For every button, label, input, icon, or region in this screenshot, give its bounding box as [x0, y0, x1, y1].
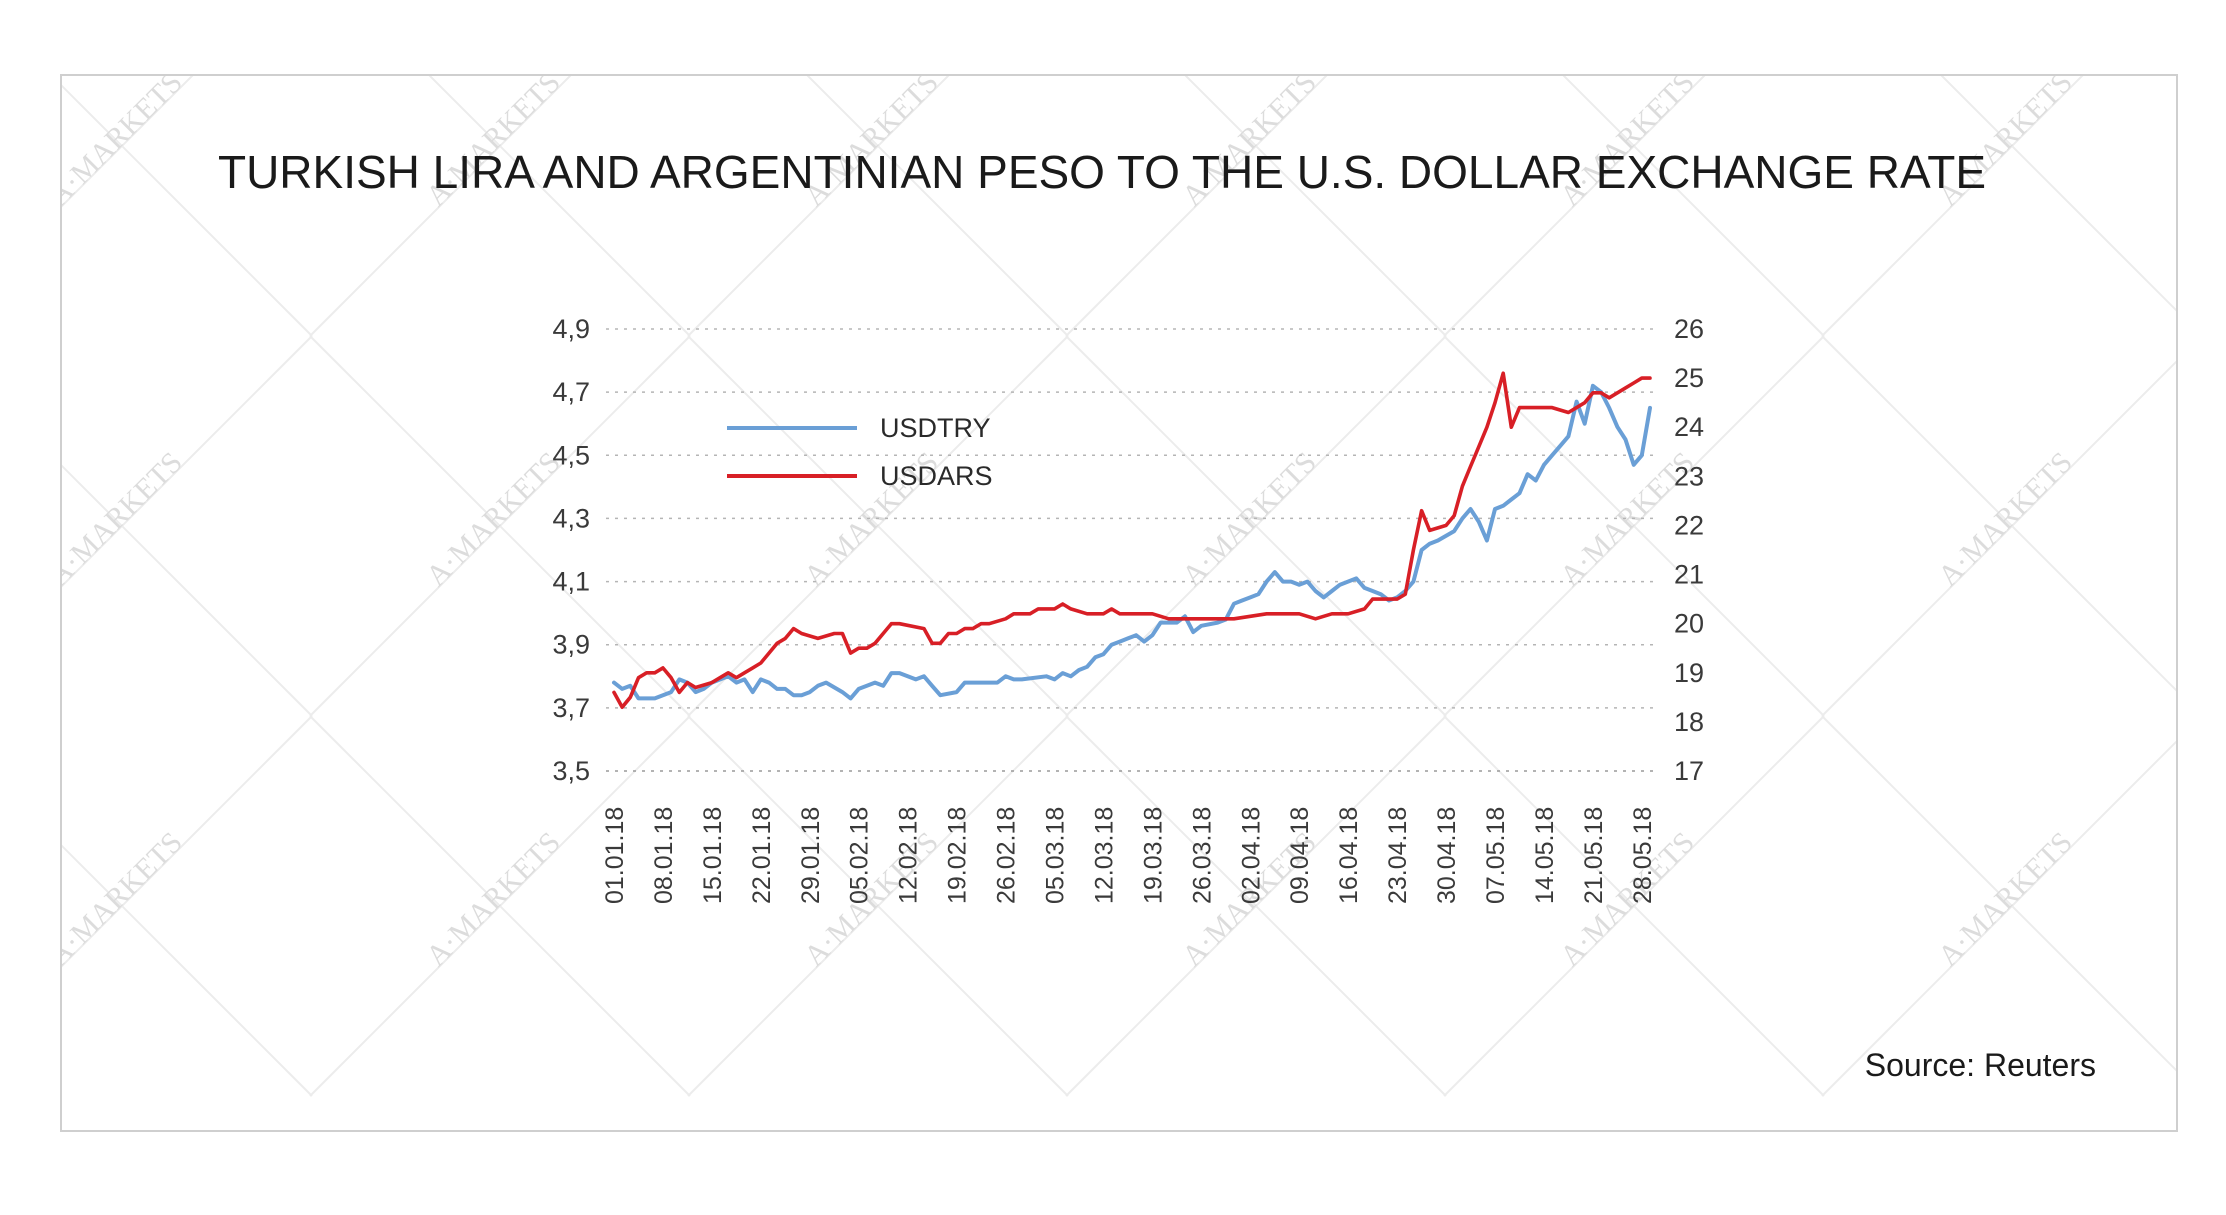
right-tick-label: 21	[1674, 560, 1704, 590]
legend-label-usdtry: USDTRY	[880, 413, 991, 443]
right-tick-label: 24	[1674, 412, 1704, 442]
left-tick-label: 3,7	[552, 693, 590, 723]
watermark-layer: A·MARKETS A·MARKETS A·MARKETS A·MARKETS A·MA…	[62, 76, 2176, 1097]
right-tick-label: 25	[1674, 363, 1704, 393]
x-tick-label: 16.04.18	[1335, 807, 1363, 904]
x-tick-label: 30.04.18	[1433, 807, 1461, 904]
left-tick-label: 4,1	[552, 567, 590, 597]
x-tick-label: 28.05.18	[1629, 807, 1657, 904]
left-tick-label: 4,7	[552, 377, 590, 407]
watermark-line	[62, 84, 313, 337]
x-tick-label: 19.03.18	[1139, 807, 1167, 904]
watermark-line	[687, 715, 1069, 1097]
x-tick-label: 01.01.18	[601, 807, 629, 904]
watermark-text: A·MARKETS	[62, 446, 189, 593]
x-tick-label: 14.05.18	[1531, 807, 1559, 904]
watermark-line	[1940, 76, 2176, 312]
right-tick-label: 26	[1674, 314, 1704, 344]
x-tick-label: 29.01.18	[797, 807, 825, 904]
watermark-line	[687, 76, 950, 337]
x-axis: 01.01.18 08.01.18 15.01.18 22.01.18 29.01.18…	[601, 770, 1658, 904]
watermark-line	[1821, 360, 2176, 717]
watermark-line	[1065, 335, 1447, 717]
x-tick-label: 21.05.18	[1580, 807, 1608, 904]
watermark-line	[62, 76, 194, 208]
watermark-line	[309, 76, 572, 337]
x-tick-label: 05.02.18	[846, 807, 874, 904]
watermark-text: A·MARKETS	[62, 76, 189, 213]
series-line-usdtry	[612, 383, 1652, 701]
x-tick-label: 15.01.18	[699, 807, 727, 904]
x-tick-label: 05.03.18	[1042, 807, 1070, 904]
watermark-line	[1821, 76, 2084, 337]
watermark-line	[1065, 715, 1447, 1097]
left-tick-label: 4,9	[552, 314, 590, 344]
left-tick-label: 3,5	[552, 756, 590, 786]
chart-svg: A·MARKETS A·MARKETS A·MARKETS A·MARKETS A·MA…	[62, 76, 2176, 1097]
right-tick-label: 22	[1674, 510, 1704, 540]
legend: USDTRY USDARS	[727, 413, 993, 491]
x-tick-label: 07.05.18	[1482, 807, 1510, 904]
watermark-line	[309, 335, 691, 717]
right-tick-label: 18	[1674, 707, 1704, 737]
x-tick-label: 19.02.18	[944, 807, 972, 904]
chart-title: TURKISH LIRA AND ARGENTINIAN PESO TO THE…	[218, 146, 1986, 198]
right-tick-label: 20	[1674, 609, 1704, 639]
series-line-usdars	[612, 371, 1652, 710]
left-tick-label: 3,9	[552, 630, 590, 660]
right-axis: 17 18 19 20 21 22 23 24 25 26	[1674, 314, 1704, 786]
watermark-line	[1443, 76, 1706, 337]
legend-label-usdars: USDARS	[880, 461, 993, 491]
x-tick-label: 26.02.18	[993, 807, 1021, 904]
chart-frame: A·MARKETS A·MARKETS A·MARKETS A·MARKETS A·MA…	[60, 74, 2178, 1132]
left-tick-label: 4,5	[552, 440, 590, 470]
watermark-line	[1443, 335, 1825, 717]
right-tick-label: 19	[1674, 658, 1704, 688]
watermark-line	[1065, 76, 1328, 337]
right-tick-label: 17	[1674, 756, 1704, 786]
x-tick-label: 12.03.18	[1090, 807, 1118, 904]
left-axis: 3,5 3,7 3,9 4,1 4,3 4,5 4,7 4,9	[552, 314, 590, 786]
watermark-line	[309, 715, 691, 1097]
watermark-text: A·MARKETS	[62, 826, 189, 973]
left-tick-label: 4,3	[552, 503, 590, 533]
source-label: Source: Reuters	[1865, 1047, 2096, 1083]
plot-area	[612, 371, 1652, 710]
x-tick-label: 23.04.18	[1384, 807, 1412, 904]
x-tick-label: 08.01.18	[650, 807, 678, 904]
watermark-line	[687, 335, 1069, 717]
x-tick-label: 12.02.18	[895, 807, 923, 904]
watermark-line	[62, 715, 313, 968]
watermark-line	[1443, 715, 1825, 1097]
x-tick-label: 22.01.18	[748, 807, 776, 904]
x-tick-label: 09.04.18	[1286, 807, 1314, 904]
right-tick-label: 23	[1674, 461, 1704, 491]
x-tick-label: 26.03.18	[1188, 807, 1216, 904]
watermark-line	[62, 335, 313, 588]
x-tick-label: 02.04.18	[1237, 807, 1265, 904]
watermark-line	[1821, 740, 2176, 1097]
